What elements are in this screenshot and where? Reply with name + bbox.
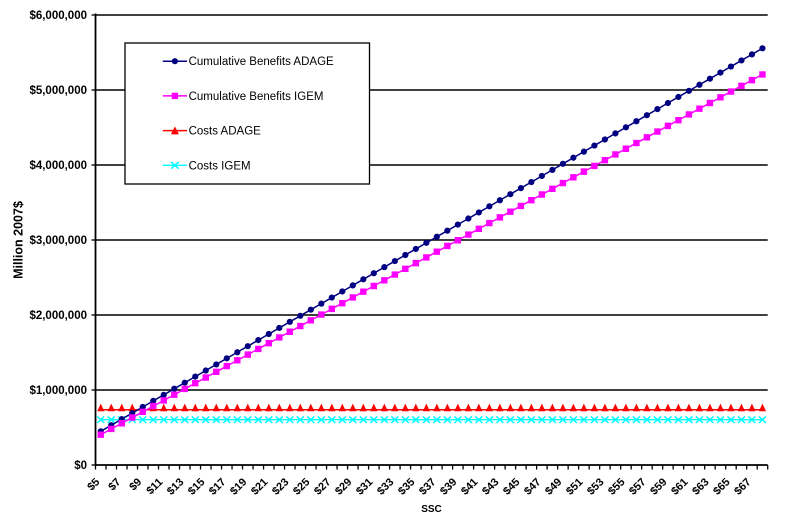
svg-text:SSC: SSC: [421, 504, 442, 515]
svg-text:$6,000,000: $6,000,000: [29, 10, 87, 22]
svg-text:Million 2007$: Million 2007$: [12, 201, 26, 279]
svg-text:$0: $0: [74, 460, 87, 472]
svg-text:$3,000,000: $3,000,000: [29, 235, 87, 247]
svg-text:Costs ADAGE: Costs ADAGE: [189, 126, 262, 138]
svg-text:$2,000,000: $2,000,000: [29, 310, 87, 322]
svg-text:$1,000,000: $1,000,000: [29, 385, 87, 397]
svg-text:Cumulative Benefits ADAGE: Cumulative Benefits ADAGE: [189, 56, 334, 68]
svg-text:$5,000,000: $5,000,000: [29, 85, 87, 97]
svg-text:Costs IGEM: Costs IGEM: [189, 160, 251, 172]
svg-text:Cumulative Benefits IGEM: Cumulative Benefits IGEM: [189, 91, 324, 103]
svg-text:$4,000,000: $4,000,000: [29, 160, 87, 172]
